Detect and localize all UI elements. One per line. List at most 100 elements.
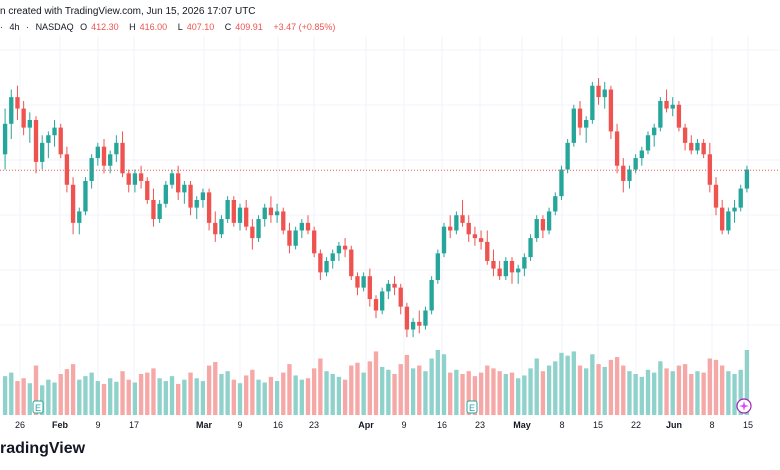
volume-bar (342, 379, 348, 415)
volume-bar (602, 366, 607, 415)
volume-bar (64, 369, 70, 415)
created-with-text: n created with TradingView.com, Jun 15, … (0, 6, 256, 17)
candle-body (145, 180, 150, 200)
candle-body (15, 97, 20, 109)
candle-body (658, 100, 663, 128)
candle-body (596, 85, 601, 98)
candle-body (182, 184, 187, 193)
close-number: 409.91 (235, 22, 263, 32)
volume-bar (373, 351, 379, 415)
volume-bar (237, 383, 243, 415)
volume-bar (713, 359, 719, 415)
volume-bar (305, 378, 311, 415)
open-label: O (80, 22, 88, 32)
volume-bar (182, 379, 187, 415)
volume-bar (132, 382, 138, 415)
candle-body (546, 211, 552, 231)
volume-bar (534, 358, 539, 415)
volume-bar (386, 369, 391, 415)
candle-body (559, 169, 564, 197)
volume-bar (503, 374, 508, 415)
candle-body (429, 280, 434, 311)
low-label: L (177, 22, 183, 32)
volume-bar (349, 365, 354, 415)
x-axis-tick-label: 22 (631, 420, 641, 430)
candle-body (108, 154, 113, 166)
volume-bar (596, 364, 601, 415)
event-marker-box (32, 400, 44, 414)
candle-body (169, 173, 175, 185)
candle-body (58, 127, 63, 155)
volume-bar (590, 354, 595, 415)
volume-bar (33, 365, 39, 415)
volume-bar (639, 376, 644, 415)
x-axis-tick-label: 23 (475, 420, 485, 430)
candle-body (682, 127, 688, 143)
volume-bar (435, 350, 440, 415)
candle-body (472, 234, 478, 239)
volume-bar (330, 374, 335, 415)
volume-bar (299, 379, 304, 415)
event-marker-letter: E (35, 403, 41, 413)
candle-body (157, 203, 162, 220)
volume-bar (614, 357, 620, 415)
candle-body (77, 211, 82, 223)
volume-bar (417, 365, 422, 415)
volume-bar (553, 361, 558, 415)
volume-bar (46, 379, 51, 415)
volume-bar (58, 374, 63, 415)
candle-body (522, 257, 527, 269)
candle-body (417, 321, 422, 326)
volume-bar (466, 371, 471, 415)
volume-bar (9, 372, 14, 415)
x-axis-tick-label: May (513, 420, 531, 430)
candle-body (448, 226, 453, 231)
candle-body (645, 135, 651, 151)
events-sparkle-icon[interactable] (736, 398, 752, 414)
volume-bar (485, 365, 490, 415)
candle-body (305, 222, 311, 231)
candle-body (627, 169, 632, 181)
volume-bar (114, 381, 119, 415)
volume-bar (268, 376, 274, 415)
candle-body (355, 276, 360, 288)
candle-body (194, 200, 199, 208)
high-number: 416.00 (139, 22, 168, 32)
volume-bar (367, 361, 372, 415)
volume-bar (429, 358, 434, 415)
interval-label[interactable]: 4h (9, 22, 20, 32)
volume-bar (460, 374, 465, 415)
candle-body (435, 253, 440, 280)
candle-body (410, 321, 416, 330)
candle-body (720, 207, 725, 231)
volume-bar (491, 368, 496, 415)
volume-bar (355, 362, 360, 415)
candle-body (120, 142, 125, 174)
candle-body (621, 165, 626, 181)
volume-bar (151, 368, 156, 415)
candle-body (602, 89, 607, 98)
candle-body (516, 268, 521, 273)
volume-bar (528, 368, 533, 415)
candle-body (670, 104, 675, 109)
candle-body (349, 249, 354, 277)
candle-body (404, 306, 410, 330)
volume-bar (744, 350, 750, 415)
low-number: 407.10 (186, 22, 215, 32)
candle-body (713, 184, 719, 208)
candle-body (70, 184, 76, 223)
volume-bar (707, 358, 712, 415)
volume-bar (670, 371, 675, 415)
volume-bar (274, 381, 280, 415)
volume-bar (176, 383, 181, 415)
x-axis-tick-label: 17 (129, 420, 139, 430)
volume-bar (287, 364, 292, 415)
x-axis-tick-label: 9 (95, 420, 100, 430)
candle-body (287, 230, 292, 246)
volume-bar (720, 365, 725, 415)
volume-bar (256, 379, 261, 415)
volume-bar (52, 382, 57, 415)
candle-body (738, 188, 743, 208)
volume-bar (701, 372, 706, 415)
